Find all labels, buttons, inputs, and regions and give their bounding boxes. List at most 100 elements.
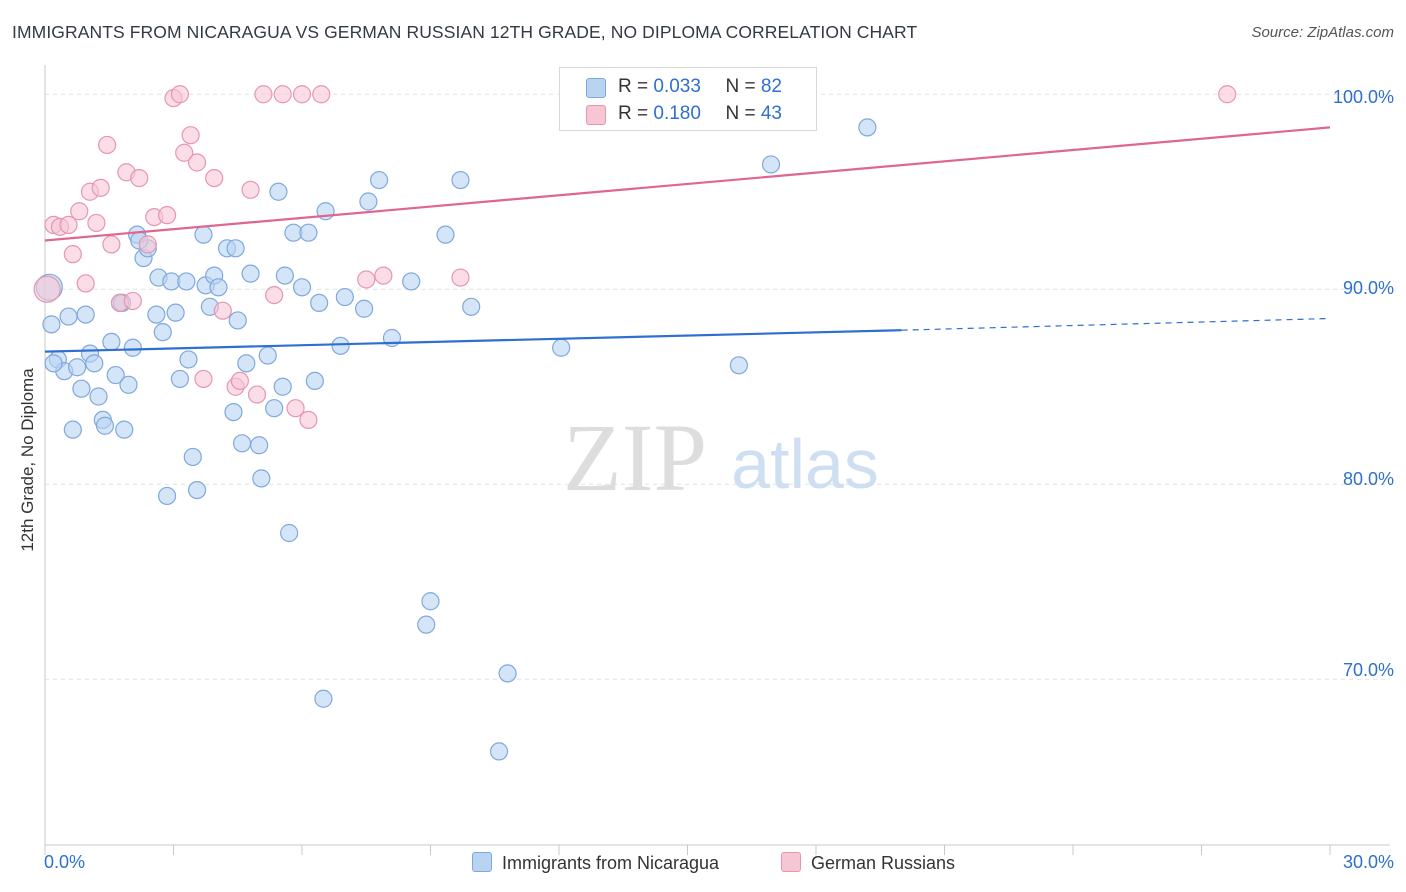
nicaragua-point xyxy=(232,434,252,453)
nicaragua-point xyxy=(310,293,329,312)
german-russian-point xyxy=(451,268,470,287)
nicaragua-point xyxy=(224,403,243,422)
german-russian-point xyxy=(181,126,200,145)
german-russian-point xyxy=(157,206,177,225)
nicaragua-point xyxy=(489,742,509,761)
nicaragua-point xyxy=(166,303,185,322)
nicaragua-point xyxy=(179,350,198,369)
german-russian-point xyxy=(265,286,284,305)
german-russian-point xyxy=(123,291,142,311)
nicaragua-trend-extension xyxy=(901,317,1331,331)
nicaragua-point xyxy=(68,358,87,377)
german-russian-point xyxy=(273,85,292,104)
nicaragua-point xyxy=(273,377,292,396)
nicaragua-point xyxy=(299,223,318,242)
german-russian-point xyxy=(187,153,207,172)
nicaragua-point xyxy=(157,486,177,506)
nicaragua-point xyxy=(305,371,324,390)
nicaragua-point xyxy=(858,118,877,137)
legend-r-value: 0.180 xyxy=(653,103,701,124)
nicaragua-point xyxy=(436,225,455,244)
nicaragua-point xyxy=(209,278,228,297)
nicaragua-point xyxy=(498,664,517,683)
nicaragua-point xyxy=(370,170,389,190)
german-russian-point xyxy=(254,85,273,104)
legend-swatch-blue xyxy=(472,852,492,872)
nicaragua-point xyxy=(462,297,481,316)
nicaragua-point xyxy=(252,469,271,488)
watermark-zip: ZIP xyxy=(563,404,707,511)
y-tick-label-90: 90.0% xyxy=(1342,278,1394,298)
nicaragua-point xyxy=(355,299,374,318)
y-tick-label-100: 100.0% xyxy=(1332,87,1394,107)
nicaragua-point xyxy=(421,592,440,611)
trend-lines xyxy=(44,126,1331,353)
legend-n-label: N = xyxy=(725,76,761,97)
nicaragua-point xyxy=(194,225,213,244)
watermark: ZIP atlas xyxy=(563,404,879,511)
legend-swatch-blue xyxy=(586,78,606,98)
german-russian-point xyxy=(70,202,89,221)
nicaragua-point xyxy=(280,523,299,543)
nicaragua-point xyxy=(123,338,142,357)
german-russian-point xyxy=(312,85,331,104)
nicaragua-point xyxy=(119,375,138,394)
nicaragua-point xyxy=(359,192,378,211)
legend-r-label: R = xyxy=(618,103,654,124)
german-russian-point xyxy=(59,215,78,234)
nicaragua-point xyxy=(85,354,104,373)
nicaragua-point xyxy=(226,239,245,258)
legend-n-label: N = xyxy=(725,103,761,124)
bottom-legend-german-russians: German Russians xyxy=(781,852,955,874)
nicaragua-point xyxy=(292,278,312,297)
nicaragua-point xyxy=(44,354,63,373)
nicaragua-point xyxy=(76,305,95,324)
german-russian-point xyxy=(247,385,267,404)
nicaragua-point xyxy=(314,689,333,708)
legend-swatch-pink xyxy=(586,105,606,125)
german-russian-point xyxy=(138,235,157,254)
german-russian-point xyxy=(76,274,95,293)
y-tick-label-70: 70.0% xyxy=(1342,660,1394,680)
nicaragua-point xyxy=(241,264,260,283)
nicaragua-point xyxy=(402,272,421,291)
nicaragua-point xyxy=(250,436,269,455)
nicaragua-point xyxy=(258,346,277,365)
nicaragua-trend-line xyxy=(44,329,902,353)
legend-r-label: R = xyxy=(618,76,654,97)
nicaragua-point xyxy=(153,323,172,342)
legend-label-german-russians: German Russians xyxy=(811,853,956,873)
source-credit: Source: ZipAtlas.com xyxy=(1251,24,1394,41)
german-russian-point xyxy=(87,213,106,233)
nicaragua-point xyxy=(275,266,294,285)
german-russian-point xyxy=(241,180,260,199)
nicaragua-point xyxy=(59,307,78,326)
nicaragua-point xyxy=(265,399,284,418)
nicaragua-point xyxy=(115,420,134,439)
y-axis-label: 12th Grade, No Diploma xyxy=(18,368,37,552)
x-tick-label-max: 30.0% xyxy=(1342,852,1394,872)
x-tick-label-min: 0.0% xyxy=(44,852,86,872)
nicaragua-point xyxy=(451,170,470,190)
legend-swatch-pink xyxy=(781,852,801,872)
nicaragua-point xyxy=(183,447,202,467)
correlation-legend: R = 0.033 N = 82 R = 0.180 N = 43 xyxy=(559,67,817,131)
nicaragua-point xyxy=(42,315,61,334)
german-russian-point xyxy=(213,301,232,320)
german-russian-point xyxy=(33,275,61,303)
nicaragua-point xyxy=(72,379,91,398)
nicaragua-point xyxy=(417,615,436,634)
nicaragua-point xyxy=(761,155,781,174)
legend-label-nicaragua: Immigrants from Nicaragua xyxy=(502,853,720,873)
nicaragua-point xyxy=(89,387,108,406)
nicaragua-point xyxy=(729,356,749,375)
nicaragua-point xyxy=(269,182,288,201)
german-russian-point xyxy=(130,169,149,188)
german-russian-point xyxy=(205,169,224,188)
nicaragua-point xyxy=(237,354,256,373)
german-russian-point xyxy=(299,410,318,429)
german-russian-point xyxy=(63,245,82,264)
nicaragua-point xyxy=(106,365,125,385)
german-russian-point xyxy=(194,369,213,389)
